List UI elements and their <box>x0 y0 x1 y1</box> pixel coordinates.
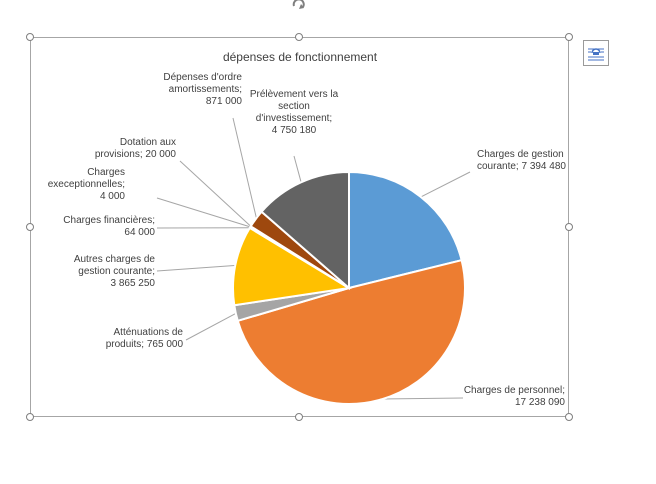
data-label: Charges financières; 64 000 <box>63 215 155 238</box>
pie-slice[interactable] <box>236 258 466 405</box>
pie-slice[interactable] <box>348 170 463 290</box>
chart-title: dépenses de fonctionnement <box>223 50 378 64</box>
leader-line <box>179 160 252 228</box>
leader-line <box>156 264 237 272</box>
wrap-text-icon <box>588 48 604 61</box>
leader-line <box>293 155 302 184</box>
pie-slice[interactable] <box>232 226 352 307</box>
data-label: Charges de gestion courante; 7 394 480 <box>477 149 566 172</box>
layout-options-button[interactable] <box>583 40 609 66</box>
resize-handle-top-middle[interactable] <box>295 33 303 41</box>
data-label: Charges de personnel; 17 238 090 <box>464 385 566 408</box>
leader-line <box>185 312 237 341</box>
leader-line <box>232 117 258 220</box>
resize-handle-top-right[interactable] <box>565 33 573 41</box>
data-label: Atténuations de produits; 765 000 <box>106 327 184 350</box>
resize-handle-middle-left[interactable] <box>26 223 34 231</box>
leader-line <box>419 171 471 198</box>
resize-handle-bottom-middle[interactable] <box>295 413 303 421</box>
data-label: Dépenses d'ordre amortissements; 871 000 <box>163 72 242 107</box>
data-label: Dotation aux provisions; 20 000 <box>95 137 177 160</box>
data-label: Autres charges de gestion courante; 3 865 … <box>74 254 156 289</box>
data-label: Charges execeptionnelles; 4 000 <box>48 167 126 202</box>
pie-slice[interactable] <box>260 170 350 291</box>
resize-handle-bottom-right[interactable] <box>565 413 573 421</box>
data-labels: Charges de gestion courante; 7 394 480 Cha… <box>48 72 567 408</box>
resize-handle-middle-right[interactable] <box>565 223 573 231</box>
leader-lines <box>156 117 471 400</box>
resize-handle-top-left[interactable] <box>26 33 34 41</box>
data-label: Prélèvement vers la section d'investisseme… <box>250 89 339 136</box>
pie-slices <box>232 170 466 405</box>
resize-handle-bottom-left[interactable] <box>26 413 34 421</box>
leader-line <box>156 197 252 228</box>
leader-line <box>379 397 464 400</box>
rotate-icon[interactable] <box>290 0 308 12</box>
